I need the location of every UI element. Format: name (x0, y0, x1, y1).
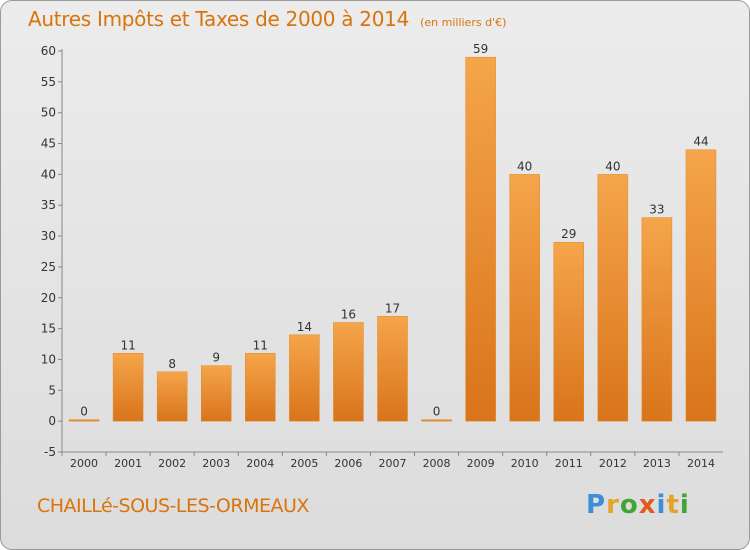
data-label: 11 (253, 338, 268, 352)
data-labels: 0 11 8 9 11 14 16 17 0 59 40 29 40 33 44 (80, 42, 708, 418)
x-tick-label: 2007 (379, 457, 407, 470)
bar-2014 (685, 149, 717, 422)
proxiti-logo: Proxiti (586, 490, 690, 520)
data-label: 9 (212, 351, 220, 365)
bar-2003 (200, 365, 232, 422)
x-tick-label: 2000 (70, 457, 98, 470)
y-tick-label: 50 (41, 106, 56, 120)
x-tick-label: 2005 (290, 457, 318, 470)
chart-title-block: Autres Impôts et Taxes de 2000 à 2014 (e… (28, 7, 506, 31)
data-label: 40 (605, 159, 620, 173)
bar-2002 (156, 371, 188, 422)
y-tick-label: 35 (41, 198, 56, 212)
logo-letter: r (606, 490, 620, 520)
bar-2010 (509, 174, 540, 422)
x-tick-label: 2008 (423, 457, 451, 470)
bars (68, 56, 717, 422)
x-tick-label: 2003 (202, 457, 230, 470)
data-label: 59 (473, 42, 488, 56)
data-label: 11 (120, 338, 135, 352)
data-label: 44 (693, 135, 708, 149)
y-tick-label: 5 (48, 383, 56, 397)
data-label: 0 (433, 405, 441, 419)
data-label: 0 (80, 405, 88, 419)
y-tick-label: 60 (41, 44, 56, 58)
logo-letter: t (666, 490, 680, 520)
y-tick-label: 15 (41, 322, 56, 336)
x-tick-label: 2012 (599, 457, 627, 470)
data-label: 14 (297, 320, 312, 334)
data-label: 16 (341, 307, 356, 321)
chart-title: Autres Impôts et Taxes de 2000 à 2014 (28, 7, 409, 31)
bar-2005 (289, 334, 320, 422)
y-tick-label: 20 (41, 291, 56, 305)
bar-2006 (333, 322, 364, 422)
y-tick-label: 10 (41, 352, 56, 366)
logo-letter: o (619, 490, 639, 520)
logo-letter: i (679, 490, 690, 520)
data-label: 29 (561, 227, 576, 241)
x-tick-label: 2010 (511, 457, 539, 470)
logo-letter: x (638, 490, 657, 520)
chart-unit: (en milliers d'€) (420, 16, 507, 29)
data-label: 8 (168, 357, 176, 371)
y-tick-label: 55 (41, 75, 56, 89)
x-tick-label: 2013 (643, 457, 671, 470)
bar-2001 (112, 353, 144, 422)
bar-2009 (465, 56, 496, 422)
bar-2007 (377, 316, 408, 422)
data-label: 40 (517, 159, 532, 173)
y-tick-label: 0 (48, 414, 56, 428)
x-tick-label: 2001 (114, 457, 142, 470)
y-tick-label: 45 (41, 137, 56, 151)
x-tick-label: 2009 (467, 457, 495, 470)
y-tick-label: -5 (44, 445, 56, 459)
y-tick-label: 30 (41, 229, 56, 243)
bar-2000 (68, 419, 100, 422)
data-label: 33 (649, 203, 664, 217)
bar-2008 (421, 419, 452, 422)
axes: -5 0 5 10 15 20 25 30 35 40 45 50 55 60 2000 2001 2002 20… (41, 44, 723, 470)
bar-2011 (553, 241, 585, 422)
y-tick-label: 25 (41, 260, 56, 274)
bar-2013 (641, 217, 673, 422)
commune-name: CHAILLé-SOUS-LES-ORMEAUX (37, 495, 309, 517)
bar-2004 (245, 353, 276, 422)
x-tick-label: 2011 (555, 457, 583, 470)
logo-letter: P (586, 490, 607, 520)
x-tick-label: 2004 (246, 457, 274, 470)
y-tick-label: 40 (41, 167, 56, 181)
data-label: 17 (385, 301, 400, 315)
x-tick-label: 2014 (687, 457, 715, 470)
logo-letter: i (656, 490, 667, 520)
x-tick-label: 2006 (334, 457, 362, 470)
bar-2012 (597, 174, 629, 422)
x-tick-label: 2002 (158, 457, 186, 470)
